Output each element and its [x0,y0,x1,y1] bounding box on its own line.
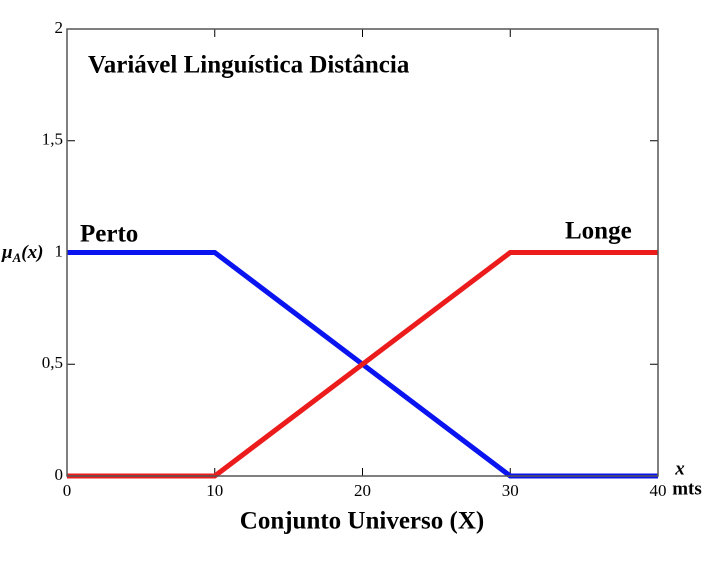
y-tick-label: 0 [55,465,64,484]
x-tick-label: 20 [354,481,371,500]
plot-frame [66,28,659,477]
y-axis-label: μA(x) [1,242,43,265]
series-label: Perto [80,221,138,248]
y-tick-label: 1 [55,241,64,260]
y-label-part: (x) [21,242,43,263]
x-unit: x [674,458,685,479]
x-tick-label: 0 [63,481,72,500]
chart-title: Variável Linguística Distância [88,52,410,79]
y-tick-label: 0,5 [42,353,63,372]
y-tick-label: 2 [55,18,64,37]
y-tick-label: 1,5 [42,130,63,149]
x-tick-label: 10 [206,481,223,500]
y-label-part: A [12,250,22,265]
y-label-part: μ [1,242,13,263]
x-tick-label: 40 [650,481,667,500]
series-line [67,250,658,479]
x-axis-label: Conjunto Universo (X) [240,508,484,535]
series-label: Longe [565,218,632,245]
x-unit: mts [672,478,702,499]
x-tick-label: 30 [502,481,519,500]
